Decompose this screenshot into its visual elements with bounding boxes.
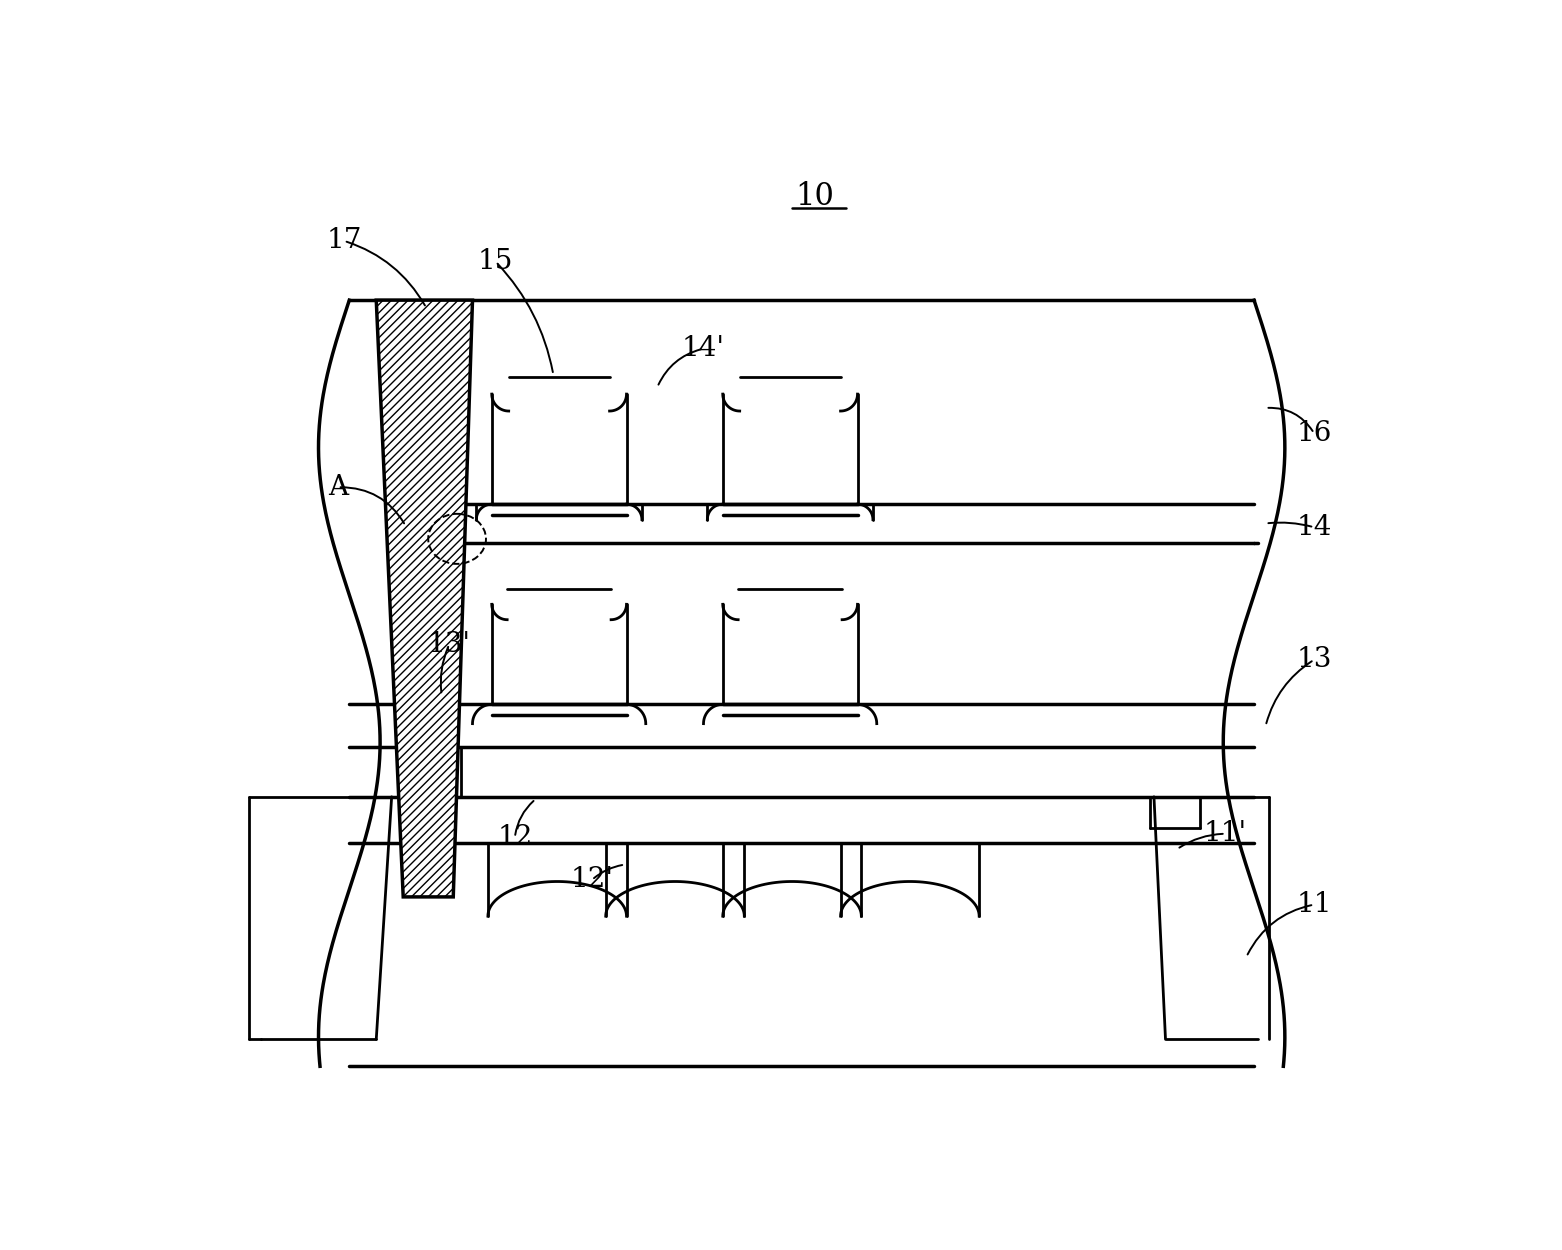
Text: 15: 15 (478, 249, 514, 275)
Text: 10: 10 (795, 181, 834, 211)
Text: 12: 12 (497, 824, 533, 851)
Text: 13: 13 (1296, 646, 1332, 674)
Polygon shape (376, 300, 472, 898)
Text: 16: 16 (1296, 420, 1332, 446)
Text: 13': 13' (428, 631, 470, 658)
Text: 17: 17 (326, 228, 362, 254)
Text: 14: 14 (1296, 514, 1332, 541)
Text: 12': 12' (570, 866, 614, 894)
Text: 11': 11' (1204, 820, 1246, 848)
Text: 14': 14' (683, 335, 725, 362)
Text: A: A (328, 474, 348, 501)
Text: 11: 11 (1296, 891, 1332, 918)
